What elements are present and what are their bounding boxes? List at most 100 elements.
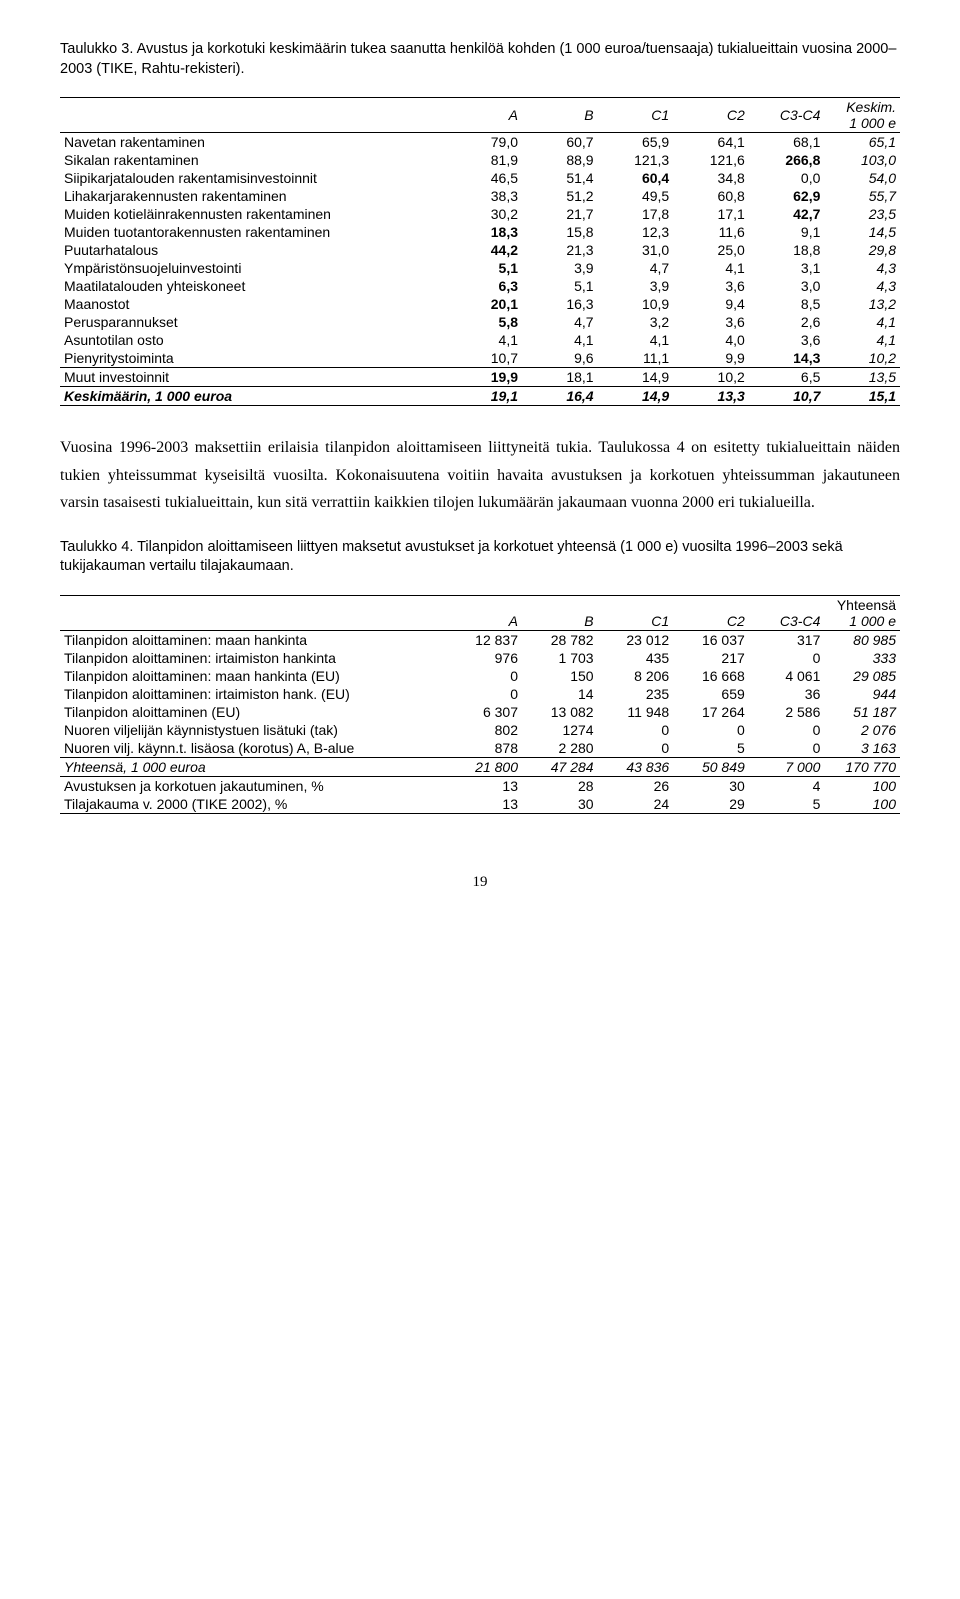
table-total-label: Yhteensä, 1 000 euroa (60, 758, 446, 777)
table-cell: 60,4 (598, 169, 674, 187)
table-cell: 4,7 (522, 313, 598, 331)
table-cell: 60,7 (522, 133, 598, 152)
table-cell: 14,3 (749, 349, 825, 368)
table-cell: 21 800 (446, 758, 522, 777)
table-cell: 4,1 (446, 331, 522, 349)
table-cell: 18,3 (446, 223, 522, 241)
table-cell: 802 (446, 721, 522, 739)
table-cell: 65,1 (824, 133, 900, 152)
table-cell: 20,1 (446, 295, 522, 313)
table-cell: 54,0 (824, 169, 900, 187)
table-cell: 170 770 (824, 758, 900, 777)
table-cell: 16,3 (522, 295, 598, 313)
table-cell: 9,9 (673, 349, 749, 368)
table-cell: 4 061 (749, 667, 825, 685)
table-cell: 3,6 (749, 331, 825, 349)
table-cell: 1274 (522, 721, 598, 739)
table-cell: 38,3 (446, 187, 522, 205)
table-cell: 435 (598, 649, 674, 667)
table-cell: 26 (598, 777, 674, 796)
table-cell: 3,9 (522, 259, 598, 277)
table-cell: 3,6 (673, 277, 749, 295)
table-cell: 14,9 (598, 387, 674, 406)
table-cell: 3 163 (824, 739, 900, 758)
table-cell: 64,1 (673, 133, 749, 152)
table-cell: 17 264 (673, 703, 749, 721)
table-cell: 3,1 (749, 259, 825, 277)
table-cell: 0,0 (749, 169, 825, 187)
table-row-label: Ympäristönsuojeluinvestointi (60, 259, 446, 277)
table-row-label: Puutarhatalous (60, 241, 446, 259)
table-cell: 80 985 (824, 631, 900, 650)
table-cell: 50 849 (673, 758, 749, 777)
table-cell: 29 (673, 795, 749, 814)
table-row-label: Perusparannukset (60, 313, 446, 331)
table-cell: 42,7 (749, 205, 825, 223)
table-total-label: Keskimäärin, 1 000 euroa (60, 387, 446, 406)
table-cell: 21,3 (522, 241, 598, 259)
table-cell: 4,1 (824, 313, 900, 331)
table-cell: 23 012 (598, 631, 674, 650)
table-cell: 7 000 (749, 758, 825, 777)
table-cell: 51,2 (522, 187, 598, 205)
table-cell: 0 (598, 739, 674, 758)
table-cell: 5,8 (446, 313, 522, 331)
table-cell: 4,3 (824, 277, 900, 295)
table-cell: 0 (673, 721, 749, 739)
table-cell: 15,1 (824, 387, 900, 406)
table-cell: 4,0 (673, 331, 749, 349)
table-cell: 62,9 (749, 187, 825, 205)
table-cell: 17,8 (598, 205, 674, 223)
t4-h-C1: C1 (598, 596, 674, 631)
table-cell: 24 (598, 795, 674, 814)
table-cell: 29,8 (824, 241, 900, 259)
table-cell: 51,4 (522, 169, 598, 187)
table-cell: 12,3 (598, 223, 674, 241)
table-cell: 100 (824, 777, 900, 796)
table-cell: 6 307 (446, 703, 522, 721)
table-cell: 10,9 (598, 295, 674, 313)
table-cell: 36 (749, 685, 825, 703)
table-cell: 976 (446, 649, 522, 667)
table-cell: 13 (446, 795, 522, 814)
table-cell: 121,6 (673, 151, 749, 169)
table-cell: 79,0 (446, 133, 522, 152)
table-cell: 0 (749, 721, 825, 739)
table-cell: 266,8 (749, 151, 825, 169)
table-cell: 4,1 (598, 331, 674, 349)
t3-h-total: Keskim.1 000 e (824, 98, 900, 133)
table-row-label: Navetan rakentaminen (60, 133, 446, 152)
table-cell: 2,6 (749, 313, 825, 331)
t3-h-A: A (446, 98, 522, 133)
t4-h-C3C4: C3-C4 (749, 596, 825, 631)
t4-h-B: B (522, 596, 598, 631)
table-row-label: Sikalan rakentaminen (60, 151, 446, 169)
table-cell: 10,7 (446, 349, 522, 368)
table-row-label: Muiden kotieläinrakennusten rakentaminen (60, 205, 446, 223)
table-cell: 19,1 (446, 387, 522, 406)
table-cell: 13,3 (673, 387, 749, 406)
table-cell: 2 076 (824, 721, 900, 739)
table-cell: 17,1 (673, 205, 749, 223)
table-cell: 25,0 (673, 241, 749, 259)
table-cell: 9,4 (673, 295, 749, 313)
table-cell: 9,1 (749, 223, 825, 241)
table-cell: 30 (522, 795, 598, 814)
table-cell: 1 703 (522, 649, 598, 667)
table-row-label: Asuntotilan osto (60, 331, 446, 349)
table-cell: 30 (673, 777, 749, 796)
body-paragraph: Vuosina 1996-2003 maksettiin erilaisia t… (60, 434, 900, 516)
table-row-label: Maatilatalouden yhteiskoneet (60, 277, 446, 295)
table-cell: 6,3 (446, 277, 522, 295)
table-cell: 121,3 (598, 151, 674, 169)
table-cell: 47 284 (522, 758, 598, 777)
table-row-label: Muiden tuotantorakennusten rakentaminen (60, 223, 446, 241)
table-row-label: Nuoren viljelijän käynnistystuen lisätuk… (60, 721, 446, 739)
table-cell: 878 (446, 739, 522, 758)
table-cell: 60,8 (673, 187, 749, 205)
table-row-label: Muut investoinnit (60, 368, 446, 387)
table-row-label: Lihakarjarakennusten rakentaminen (60, 187, 446, 205)
table-cell: 8,5 (749, 295, 825, 313)
table3: A B C1 C2 C3-C4 Keskim.1 000 e Navetan r… (60, 97, 900, 406)
page-number: 19 (60, 874, 900, 891)
